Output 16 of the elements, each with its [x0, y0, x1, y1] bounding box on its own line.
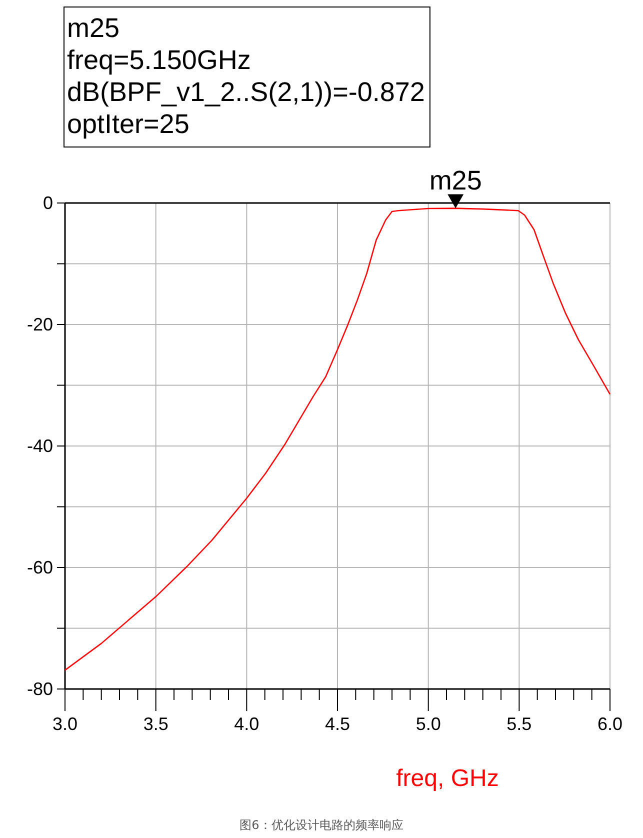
x-tick-label: 4.5	[324, 714, 350, 734]
x-tick-label: 3.5	[143, 714, 168, 734]
x-axis-title: freq, GHz	[396, 765, 499, 792]
y-tick-label: -60	[26, 558, 53, 578]
caption: 图6：优化设计电路的频率响应	[240, 818, 404, 832]
y-tick-label: -40	[26, 436, 53, 456]
x-tick-label: 5.0	[416, 714, 441, 734]
x-tick-label: 4.0	[234, 714, 260, 734]
annotation: m25	[429, 165, 482, 196]
y-tick-label: 0	[42, 193, 53, 213]
x-tick-label: 3.0	[52, 714, 78, 734]
y-tick-label: -20	[26, 314, 53, 334]
marker-readout: m25 freq=5.150GHz dB(BPF_v1_2..S(2,1))=-0.872 optIter=25	[64, 6, 430, 148]
y-tick-label: -80	[26, 679, 53, 699]
x-tick-label: 5.5	[506, 714, 532, 734]
x-tick-label: 6.0	[597, 714, 623, 734]
